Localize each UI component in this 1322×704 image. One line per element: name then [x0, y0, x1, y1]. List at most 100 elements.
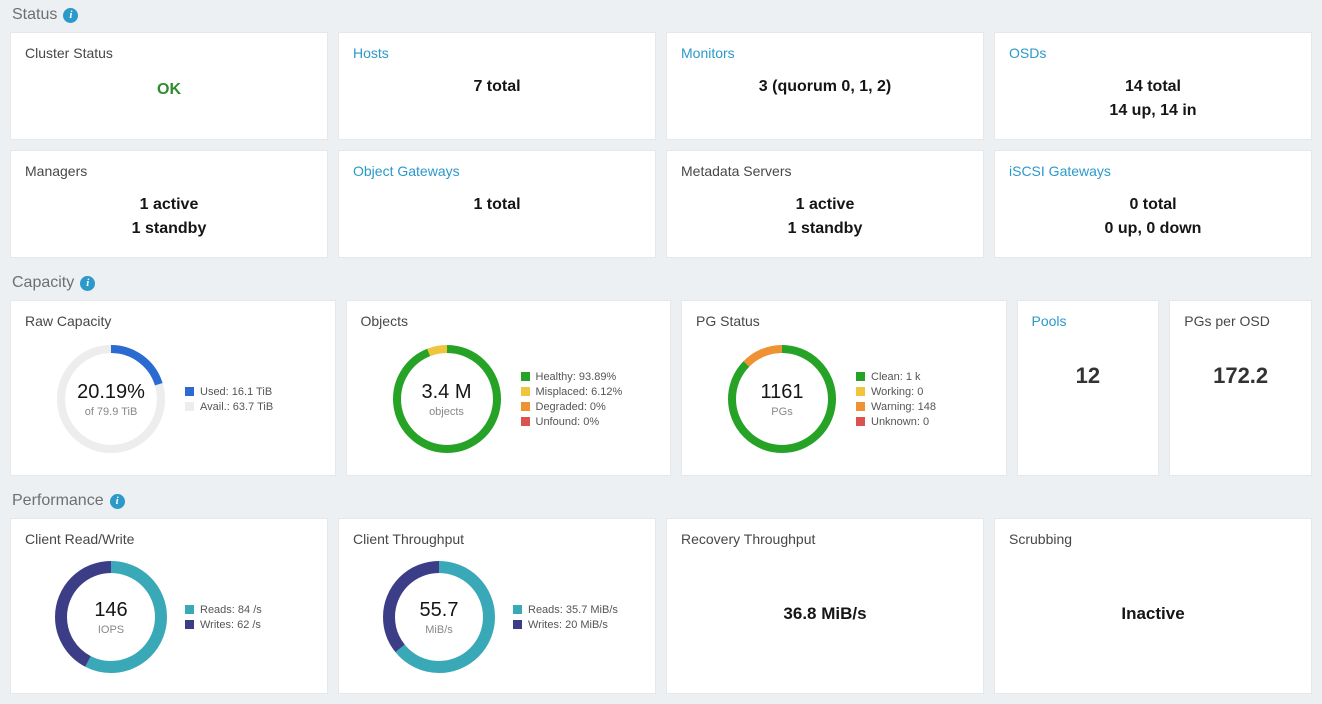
card-metadata-servers: Metadata Servers 1 active1 standby — [666, 150, 984, 258]
donut-rw: 146 IOPS Reads: 84 /s Writes: 62 /s — [25, 553, 313, 681]
pools-value: 12 — [1032, 335, 1145, 389]
card-body: 14 total14 up, 14 in — [1009, 67, 1297, 127]
section-label: Performance — [12, 492, 104, 510]
legend-label: Reads: 84 /s — [200, 604, 262, 616]
legend-item: Warning: 148 — [856, 401, 936, 413]
legend-swatch — [521, 387, 530, 396]
legend-swatch — [856, 402, 865, 411]
legend-swatch — [521, 402, 530, 411]
legend-swatch — [521, 372, 530, 381]
legend-swatch — [513, 605, 522, 614]
card-title: Cluster Status — [25, 45, 313, 61]
legend-item: Reads: 35.7 MiB/s — [513, 604, 618, 616]
cluster-status-value: OK — [25, 67, 313, 113]
legend-item: Degraded: 0% — [521, 401, 623, 413]
legend-swatch — [185, 605, 194, 614]
card-body: 7 total — [353, 67, 641, 103]
donut-chart: 3.4 M objects — [387, 339, 507, 459]
card-title: PGs per OSD — [1184, 313, 1297, 329]
legend-label: Unknown: 0 — [871, 416, 929, 428]
donut-legend: Clean: 1 k Working: 0 Warning: 148 Unkno… — [856, 368, 936, 431]
donut-center-unit: of 79.9 TiB — [85, 406, 138, 418]
card-cluster-status: Cluster Status OK — [10, 32, 328, 140]
donut-center-unit: MiB/s — [425, 624, 453, 636]
section-title-performance: Performance i — [0, 486, 1322, 518]
legend-item: Clean: 1 k — [856, 371, 936, 383]
legend-swatch — [185, 620, 194, 629]
legend-item: Used: 16.1 TiB — [185, 386, 273, 398]
donut-pg: 1161 PGs Clean: 1 k Working: 0 Warning: … — [696, 335, 992, 463]
pgs-per-osd-value: 172.2 — [1184, 335, 1297, 389]
card-body: 0 total0 up, 0 down — [1009, 185, 1297, 245]
legend-item: Writes: 20 MiB/s — [513, 619, 618, 631]
card-body: 1 active1 standby — [681, 185, 969, 245]
section-label: Status — [12, 6, 57, 24]
card-pg-status: PG Status 1161 PGs Clean: 1 k Working: 0… — [681, 300, 1007, 476]
card-iscsi-gateways[interactable]: iSCSI Gateways 0 total0 up, 0 down — [994, 150, 1312, 258]
capacity-row: Raw Capacity 20.19% of 79.9 TiB Used: 16… — [0, 300, 1322, 486]
card-title[interactable]: Hosts — [353, 45, 641, 61]
card-title: Recovery Throughput — [681, 531, 969, 547]
card-body: 1 total — [353, 185, 641, 221]
card-title[interactable]: Monitors — [681, 45, 969, 61]
donut-objects: 3.4 M objects Healthy: 93.89% Misplaced:… — [361, 335, 657, 463]
legend-label: Avail.: 63.7 TiB — [200, 401, 273, 413]
legend-item: Misplaced: 6.12% — [521, 386, 623, 398]
legend-label: Writes: 62 /s — [200, 619, 261, 631]
card-title: Scrubbing — [1009, 531, 1297, 547]
card-hosts[interactable]: Hosts 7 total — [338, 32, 656, 140]
donut-legend: Reads: 35.7 MiB/s Writes: 20 MiB/s — [513, 601, 618, 634]
donut-center-value: 55.7 — [420, 599, 459, 622]
info-icon[interactable]: i — [63, 8, 78, 23]
info-icon[interactable]: i — [80, 276, 95, 291]
card-object-gateways[interactable]: Object Gateways 1 total — [338, 150, 656, 258]
section-label: Capacity — [12, 274, 74, 292]
performance-row: Client Read/Write 146 IOPS Reads: 84 /s … — [0, 518, 1322, 704]
card-title: Managers — [25, 163, 313, 179]
legend-swatch — [521, 417, 530, 426]
legend-label: Clean: 1 k — [871, 371, 921, 383]
card-pools[interactable]: Pools 12 — [1017, 300, 1160, 476]
card-osds[interactable]: OSDs 14 total14 up, 14 in — [994, 32, 1312, 140]
card-title[interactable]: Object Gateways — [353, 163, 641, 179]
status-row-2: Managers 1 active1 standby Object Gatewa… — [0, 150, 1322, 268]
card-title: Objects — [361, 313, 657, 329]
card-title[interactable]: iSCSI Gateways — [1009, 163, 1297, 179]
donut-center-unit: PGs — [771, 406, 792, 418]
legend-swatch — [185, 402, 194, 411]
donut-center-unit: IOPS — [98, 624, 124, 636]
card-pgs-per-osd: PGs per OSD 172.2 — [1169, 300, 1312, 476]
donut-legend: Used: 16.1 TiB Avail.: 63.7 TiB — [185, 383, 273, 416]
donut-center-value: 3.4 M — [421, 381, 471, 404]
donut-center-value: 146 — [94, 599, 127, 622]
scrubbing-value: Inactive — [1009, 553, 1297, 631]
legend-item: Working: 0 — [856, 386, 936, 398]
legend-item: Avail.: 63.7 TiB — [185, 401, 273, 413]
card-managers: Managers 1 active1 standby — [10, 150, 328, 258]
info-icon[interactable]: i — [110, 494, 125, 509]
donut-chart: 55.7 MiB/s — [379, 557, 499, 677]
legend-label: Writes: 20 MiB/s — [528, 619, 608, 631]
donut-center-value: 20.19% — [77, 381, 145, 404]
card-title[interactable]: Pools — [1032, 313, 1145, 329]
card-monitors[interactable]: Monitors 3 (quorum 0, 1, 2) — [666, 32, 984, 140]
card-body: 3 (quorum 0, 1, 2) — [681, 67, 969, 103]
legend-swatch — [856, 372, 865, 381]
legend-item: Writes: 62 /s — [185, 619, 262, 631]
status-row-1: Cluster Status OK Hosts 7 total Monitors… — [0, 32, 1322, 150]
legend-label: Misplaced: 6.12% — [536, 386, 623, 398]
legend-item: Reads: 84 /s — [185, 604, 262, 616]
card-title: Metadata Servers — [681, 163, 969, 179]
card-objects: Objects 3.4 M objects Healthy: 93.89% Mi… — [346, 300, 672, 476]
donut-chart: 1161 PGs — [722, 339, 842, 459]
card-body: 1 active1 standby — [25, 185, 313, 245]
legend-swatch — [856, 417, 865, 426]
legend-swatch — [185, 387, 194, 396]
legend-label: Working: 0 — [871, 386, 923, 398]
card-title[interactable]: OSDs — [1009, 45, 1297, 61]
card-raw-capacity: Raw Capacity 20.19% of 79.9 TiB Used: 16… — [10, 300, 336, 476]
donut-center-unit: objects — [429, 406, 464, 418]
card-title: Raw Capacity — [25, 313, 321, 329]
donut-chart: 20.19% of 79.9 TiB — [51, 339, 171, 459]
recovery-value: 36.8 MiB/s — [681, 553, 969, 631]
